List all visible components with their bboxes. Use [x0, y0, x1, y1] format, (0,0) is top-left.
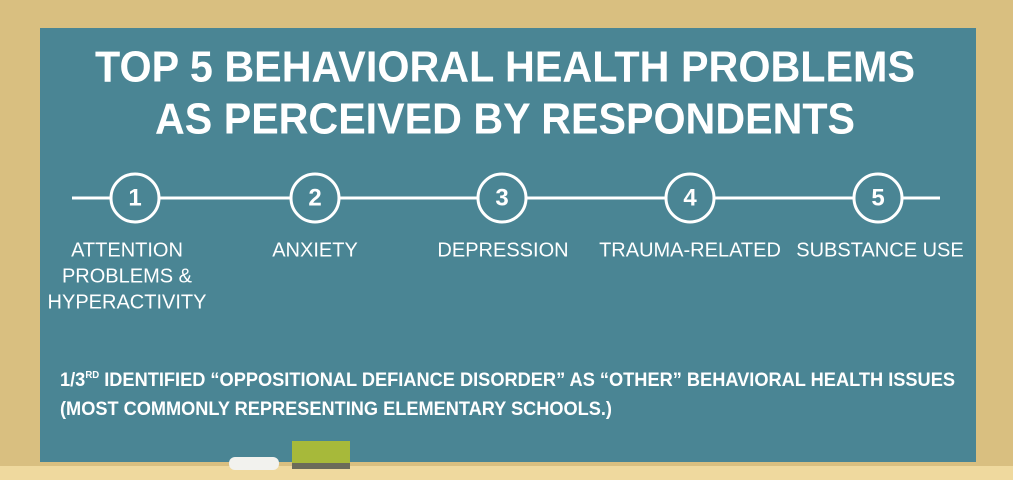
step-label: ATTENTION [71, 239, 183, 261]
step-number: 5 [871, 184, 884, 211]
board [40, 28, 976, 462]
step-circle [476, 172, 528, 224]
step-label: TRAUMA-RELATED [599, 239, 781, 261]
superscript: RD [85, 370, 99, 381]
eraser-base [292, 463, 350, 469]
step-label: ANXIETY [272, 239, 358, 261]
step-number: 1 [128, 184, 141, 211]
step-label: PROBLEMS & [62, 265, 193, 287]
step-number: 4 [683, 184, 697, 211]
step-label: HYPERACTIVITY [48, 291, 207, 313]
title-line: AS PERCEIVED BY RESPONDENTS [155, 95, 855, 144]
step-circle [664, 172, 716, 224]
fraction: 1/3 [60, 370, 85, 391]
ledge [0, 466, 1013, 480]
step-circle [289, 172, 341, 224]
eraser [292, 441, 350, 465]
footnote-text: IDENTIFIED “OPPOSITIONAL DEFIANCE DISORD… [99, 370, 955, 391]
step-label: SUBSTANCE USE [796, 239, 963, 261]
step-circle [852, 172, 904, 224]
chalk [229, 457, 279, 470]
step-label: DEPRESSION [437, 239, 568, 261]
step-number: 2 [308, 184, 321, 211]
footnote-line: 1/3RD IDENTIFIED “OPPOSITIONAL DEFIANCE … [60, 370, 955, 391]
footnote-line: (MOST COMMONLY REPRESENTING ELEMENTARY S… [60, 399, 612, 420]
title-line: TOP 5 BEHAVIORAL HEALTH PROBLEMS [95, 43, 915, 92]
step-number: 3 [495, 184, 508, 211]
step-circle [109, 172, 161, 224]
